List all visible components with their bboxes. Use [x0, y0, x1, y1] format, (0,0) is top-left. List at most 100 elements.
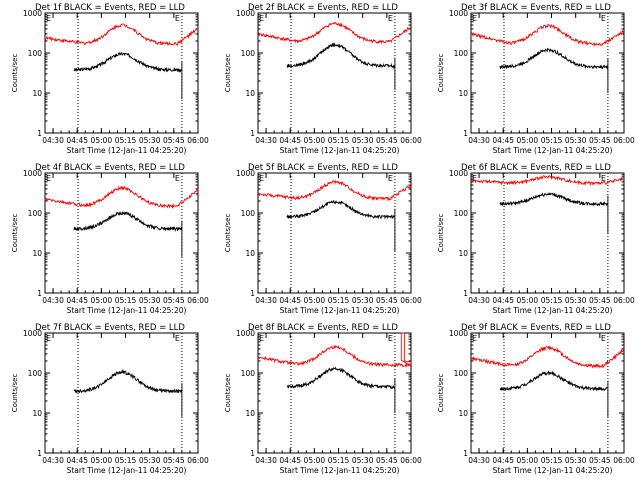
x-tick-label: 05:30	[352, 456, 374, 465]
y-tick-label: 100	[241, 369, 256, 378]
y-tick-label: 1	[250, 289, 255, 298]
y-axis-label: Counts/sec	[11, 214, 19, 253]
y-tick-label: 100	[28, 209, 43, 218]
panel-title: Det 1f BLACK = Events, RED = LLD	[35, 3, 185, 13]
panel-title: Det 9f BLACK = Events, RED = LLD	[461, 323, 611, 333]
x-tick-label: 04:30	[255, 456, 277, 465]
y-tick-label: 10	[458, 89, 468, 98]
x-tick-label: 04:45	[492, 136, 514, 145]
x-tick-label: 04:30	[468, 136, 490, 145]
y-tick-label: 1000	[449, 169, 468, 178]
events-series-line	[286, 199, 396, 252]
plot-frame	[470, 12, 625, 134]
y-tick-label: 1000	[449, 329, 468, 338]
y-tick-label: 10	[245, 89, 255, 98]
y-tick-label: 1000	[236, 169, 255, 178]
event-marker-label: E	[175, 14, 180, 23]
x-tick-label: 04:45	[492, 456, 514, 465]
x-tick-label: 05:30	[565, 296, 587, 305]
x-tick-label: 06:00	[613, 136, 635, 145]
event-marker-label: E	[46, 14, 51, 23]
event-marker-label: E	[472, 174, 477, 183]
y-tick-label: 1	[250, 449, 255, 458]
event-marker-label: E	[259, 174, 264, 183]
y-tick-label: 1	[463, 289, 468, 298]
x-axis-label: Start Time (12-Jan-11 04:25:20)	[67, 146, 187, 155]
x-tick-label: 04:45	[66, 456, 88, 465]
x-tick-label: 06:00	[400, 296, 422, 305]
event-marker-label: E	[601, 174, 606, 183]
x-tick-label: 05:15	[541, 136, 563, 145]
y-axis-label: Counts/sec	[437, 214, 445, 253]
lld-series-line	[257, 21, 412, 45]
x-tick-label: 05:15	[115, 456, 137, 465]
y-tick-label: 100	[241, 49, 256, 58]
x-axis-label: Start Time (12-Jan-11 04:25:20)	[67, 466, 187, 475]
x-tick-label: 05:15	[328, 136, 350, 145]
plot-frame	[44, 12, 199, 134]
y-tick-label: 10	[32, 89, 42, 98]
x-tick-label: 04:30	[468, 456, 490, 465]
x-tick-label: 06:00	[187, 456, 209, 465]
event-marker-label: E	[259, 14, 264, 23]
x-tick-label: 04:45	[492, 296, 514, 305]
x-tick-label: 04:30	[42, 456, 64, 465]
y-tick-label: 1	[37, 449, 42, 458]
plot-frame	[470, 332, 625, 454]
panel-title: Det 3f BLACK = Events, RED = LLD	[461, 3, 611, 13]
x-tick-label: 05:15	[328, 296, 350, 305]
y-tick-label: 10	[458, 409, 468, 418]
x-tick-label: 05:30	[565, 136, 587, 145]
x-tick-label: 05:15	[541, 456, 563, 465]
x-tick-label: 05:00	[304, 136, 326, 145]
lld-series-line	[257, 332, 413, 368]
panel-title: Det 8f BLACK = Events, RED = LLD	[248, 323, 398, 333]
event-marker-label: E	[175, 334, 180, 343]
y-axis-label: Counts/sec	[11, 54, 19, 93]
lld-series-line	[470, 345, 625, 369]
panel-title: Det 2f BLACK = Events, RED = LLD	[248, 3, 398, 13]
x-tick-label: 06:00	[400, 136, 422, 145]
lld-series-line	[44, 185, 199, 210]
x-tick-label: 05:00	[517, 296, 539, 305]
x-axis-label: Start Time (12-Jan-11 04:25:20)	[280, 306, 400, 315]
y-tick-label: 1	[37, 129, 42, 138]
x-tick-label: 05:00	[91, 456, 113, 465]
x-tick-label: 05:30	[139, 456, 161, 465]
x-tick-label: 06:00	[187, 296, 209, 305]
event-marker-label: E	[388, 174, 393, 183]
y-tick-label: 1000	[23, 9, 42, 18]
y-tick-label: 1000	[236, 329, 255, 338]
y-tick-label: 10	[458, 249, 468, 258]
panel-title: Det 7f BLACK = Events, RED = LLD	[35, 323, 185, 333]
x-tick-label: 06:00	[613, 456, 635, 465]
x-tick-label: 04:30	[255, 136, 277, 145]
event-marker-label: E	[259, 334, 264, 343]
lld-series-line	[44, 23, 199, 46]
y-tick-label: 1	[250, 129, 255, 138]
x-tick-label: 05:30	[352, 296, 374, 305]
lld-series-line	[470, 175, 625, 187]
x-tick-label: 06:00	[613, 296, 635, 305]
x-axis-label: Start Time (12-Jan-11 04:25:20)	[280, 466, 400, 475]
event-marker-label: E	[601, 334, 606, 343]
plot-frame	[257, 12, 412, 134]
event-marker-label: E	[46, 174, 51, 183]
panel-title: Det 4f BLACK = Events, RED = LLD	[35, 163, 185, 173]
x-tick-label: 04:30	[468, 296, 490, 305]
y-axis-label: Counts/sec	[224, 374, 232, 413]
detector-panel: Det 2f BLACK = Events, RED = LLD 1 10 100 10…	[224, 3, 422, 155]
x-axis-label: Start Time (12-Jan-11 04:25:20)	[493, 306, 613, 315]
y-tick-label: 10	[32, 249, 42, 258]
x-tick-label: 05:00	[517, 136, 539, 145]
lld-series-line	[257, 179, 411, 202]
x-tick-label: 05:15	[115, 296, 137, 305]
detector-panel: Det 1f BLACK = Events, RED = LLD 1 10 100 10…	[11, 3, 209, 155]
x-tick-label: 05:15	[115, 136, 137, 145]
y-tick-label: 1	[463, 129, 468, 138]
detector-panel: Det 3f BLACK = Events, RED = LLD 1 10 100 10…	[437, 3, 635, 155]
plot-frame	[44, 172, 199, 294]
x-tick-label: 04:30	[42, 136, 64, 145]
y-tick-label: 10	[245, 249, 255, 258]
x-tick-label: 05:00	[517, 456, 539, 465]
